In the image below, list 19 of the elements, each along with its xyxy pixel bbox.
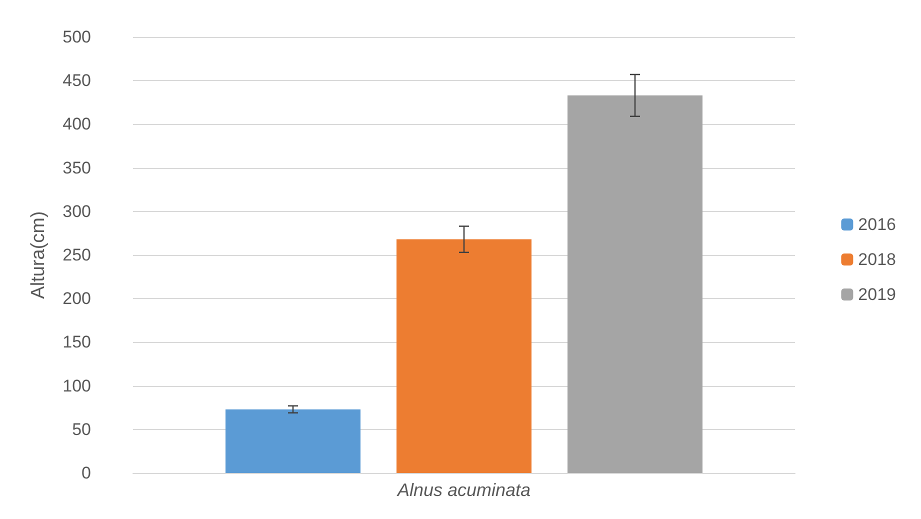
bar xyxy=(396,239,532,473)
legend-label: 2019 xyxy=(858,285,896,304)
bar xyxy=(568,95,702,473)
y-tick-label: 100 xyxy=(62,376,91,396)
y-tick-label: 150 xyxy=(62,332,91,352)
y-axis-title: Altura(cm) xyxy=(28,211,49,299)
y-tick-label: 200 xyxy=(62,289,91,308)
legend-label: 2016 xyxy=(858,215,896,234)
bar xyxy=(226,409,360,473)
y-tick-label: 50 xyxy=(72,420,91,439)
legend-label: 2018 xyxy=(858,250,896,269)
y-tick-label: 450 xyxy=(62,71,91,90)
y-tick-label: 400 xyxy=(62,114,91,134)
y-tick-label: 0 xyxy=(82,464,91,482)
y-tick-label: 300 xyxy=(62,202,91,221)
x-tick-label: Alnus acuminata xyxy=(396,480,531,500)
y-tick-label: 250 xyxy=(62,246,91,264)
y-tick-label: 350 xyxy=(62,158,91,178)
y-tick-label: 500 xyxy=(62,28,91,46)
